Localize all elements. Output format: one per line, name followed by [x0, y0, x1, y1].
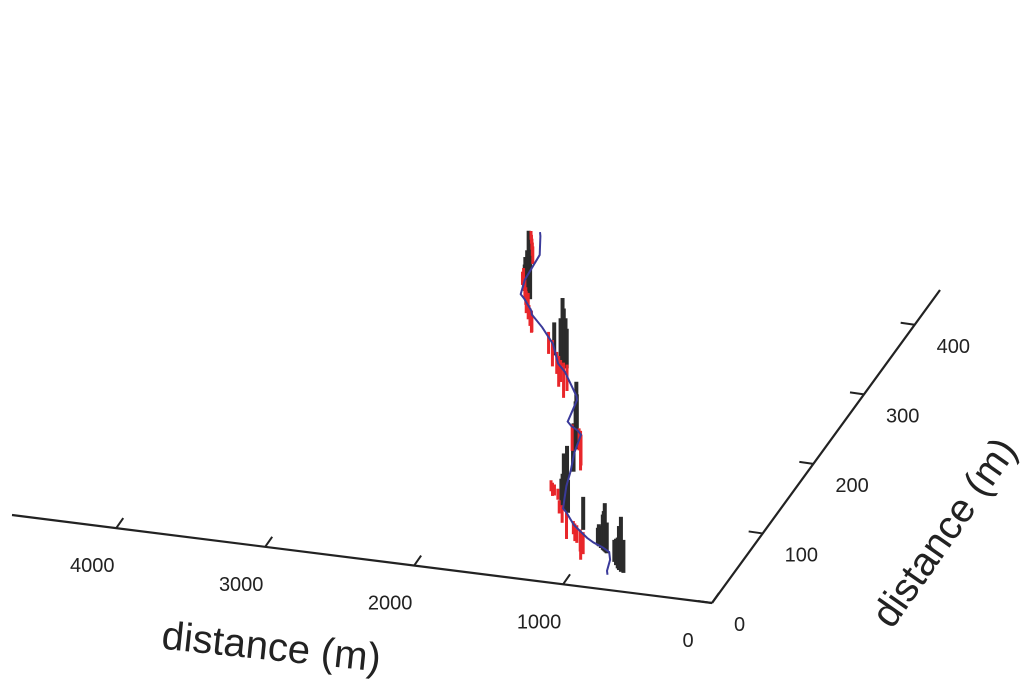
y-tick-mark	[799, 460, 814, 465]
black-bar	[525, 254, 530, 277]
red-bar	[562, 362, 566, 398]
red-bar	[560, 505, 564, 523]
red-bar	[529, 230, 533, 240]
x-tick-mark	[264, 536, 274, 548]
y-tick-mark	[900, 321, 915, 326]
y-tick-label: 300	[886, 405, 919, 427]
black-bar	[558, 318, 563, 363]
x-tick-mark	[562, 573, 571, 585]
red-bar	[575, 525, 579, 543]
red-bar	[565, 512, 569, 539]
y-tick-label: 100	[785, 544, 818, 566]
red-bar	[571, 521, 575, 535]
black-bar	[559, 478, 564, 506]
y-tick-label: 400	[937, 336, 970, 358]
red-bar	[557, 355, 561, 387]
y-axis-line	[711, 289, 941, 604]
black-bar	[581, 496, 586, 530]
x-tick-mark	[115, 517, 125, 529]
red-bar	[552, 484, 556, 496]
y-tick-label: 200	[835, 475, 868, 497]
x-tick-label: 4000	[70, 555, 115, 577]
black-bar	[595, 527, 600, 546]
x-tick-label: 0	[682, 630, 693, 652]
x-tick-label: 2000	[368, 593, 413, 615]
black-bar	[523, 257, 528, 284]
x-tick-mark	[711, 592, 720, 604]
black-bar	[573, 401, 578, 446]
red-bar	[579, 430, 583, 471]
red-bar	[578, 529, 582, 552]
y-axis-title: distance (m)	[863, 430, 1022, 636]
x-axis-ticks: 4000 3000 2000 1000 0	[70, 517, 720, 652]
red-bar	[557, 500, 561, 514]
series-line-profile	[519, 231, 612, 575]
x-axis-line	[11, 513, 713, 605]
y-tick-label: 0	[734, 614, 745, 636]
red-bar	[581, 532, 585, 555]
y-tick-mark	[748, 530, 763, 535]
red-bar	[555, 351, 559, 374]
red-bar	[530, 238, 534, 250]
red-bar	[549, 480, 553, 492]
y-tick-mark	[849, 391, 865, 396]
red-bar	[547, 331, 551, 354]
red-bar	[570, 424, 574, 451]
black-bar	[566, 479, 571, 513]
y-tick-mark	[697, 600, 713, 604]
x-tick-mark	[413, 554, 422, 567]
red-bar	[559, 359, 563, 382]
y-axis-ticks: 0 100 200 300 400	[697, 321, 970, 636]
black-bar	[612, 539, 617, 562]
red-bar	[522, 268, 526, 280]
x-tick-label: 1000	[517, 611, 562, 633]
red-bar	[556, 488, 560, 500]
black-bar	[552, 322, 557, 356]
red-bar	[550, 339, 554, 367]
x-tick-label: 3000	[219, 574, 264, 596]
x-axis-title: distance (m)	[160, 614, 383, 681]
black-bar	[621, 539, 626, 573]
